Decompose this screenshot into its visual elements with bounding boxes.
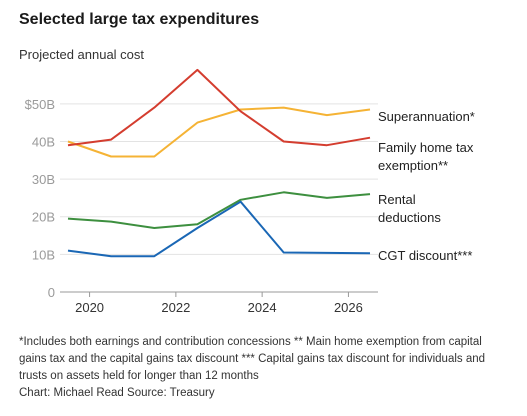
series-label: Family home tax [378,140,474,155]
x-tick-label: 2026 [334,300,363,315]
y-tick-label: 10B [32,247,55,262]
chart-subtitle: Projected annual cost [19,47,145,62]
series-label: deductions [378,210,441,225]
y-tick-label: 0 [48,285,55,300]
x-tick-label: 2022 [161,300,190,315]
series-line [67,200,371,258]
series-line [67,106,371,158]
line-chart: 0 10B 20B 30B 40B $50B 2020 2022 2024 2026 Superan… [25,68,475,315]
x-tick-label: 2024 [248,300,277,315]
y-tick-label: 40B [32,134,55,149]
series-line [67,191,371,229]
footnote: *Includes both earnings and contribution… [19,336,486,382]
series-line [67,68,371,147]
series-label: CGT discount*** [378,248,472,263]
series-label: Rental [378,192,416,207]
series-label: exemption** [378,158,448,173]
chart-title: Selected large tax expenditures [19,11,260,28]
y-tick-label: 30B [32,172,55,187]
x-tick-label: 2020 [75,300,104,315]
series-label: Superannuation* [378,109,475,124]
chart-credit: Chart: Michael Read Source: Treasury [19,387,215,399]
y-tick-label: 20B [32,210,55,225]
y-tick-label: $50B [25,97,55,112]
